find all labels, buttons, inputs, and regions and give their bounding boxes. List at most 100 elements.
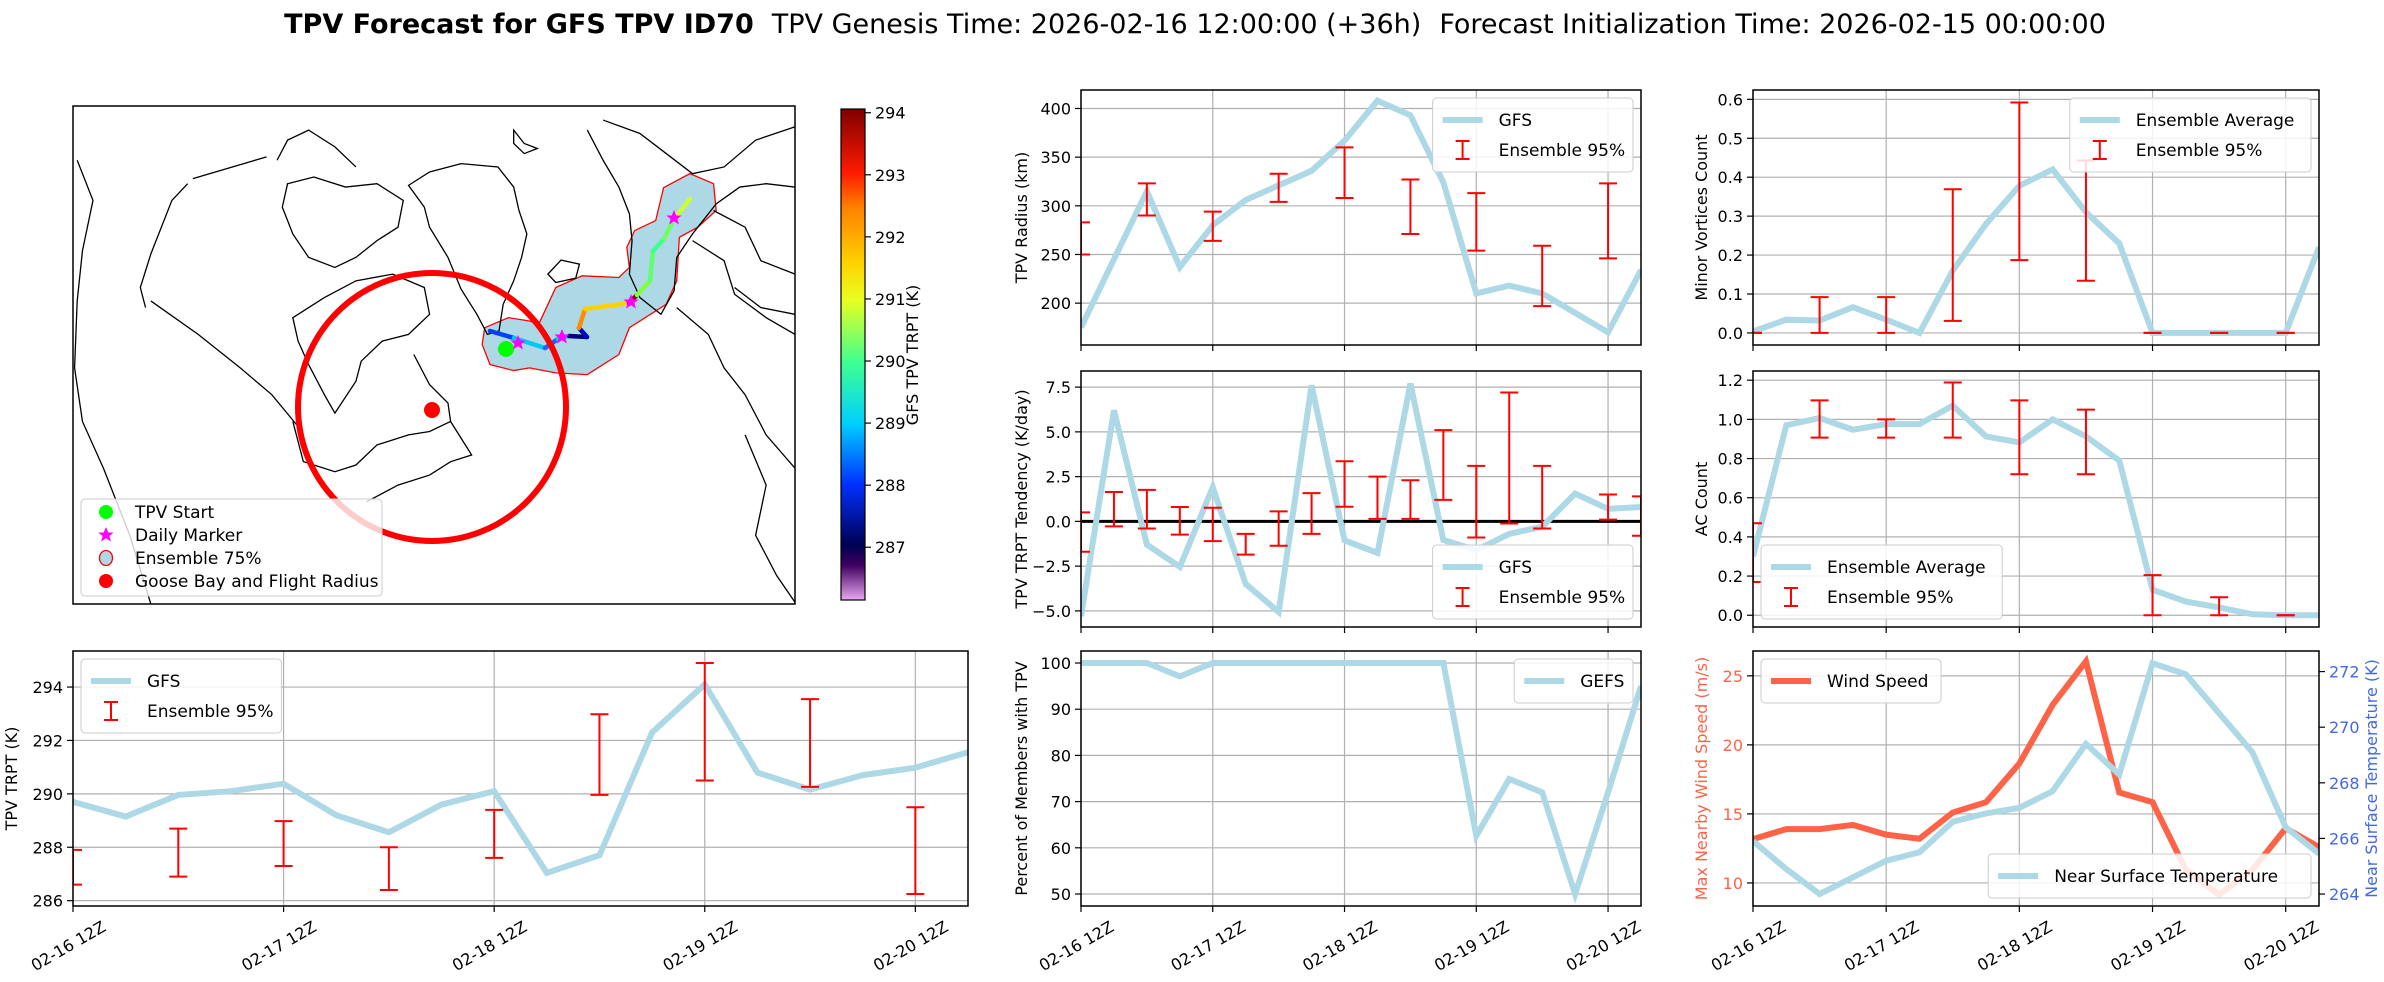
errorbar [906, 806, 925, 895]
y-tick-label: 0.5 [1718, 129, 1743, 148]
y-right-axis-label: Near Surface Temperature (K) [2362, 659, 2381, 898]
errorbar [1632, 495, 1641, 537]
errorbar [1302, 492, 1321, 535]
legend-label: GEFS [1580, 672, 1624, 692]
daily-marker-star [623, 294, 639, 309]
errorbar [1533, 244, 1552, 308]
legend-label: GFS [147, 672, 180, 692]
y-tick-label: 0.2 [1718, 246, 1743, 265]
legend-label: Near Surface Temperature [2054, 867, 2278, 887]
y-tick-label: 0.6 [1718, 90, 1743, 109]
plot-area [1081, 382, 1641, 618]
errorbar [1401, 479, 1420, 520]
series-line-1 [1081, 382, 1641, 618]
errorbar [1368, 475, 1387, 520]
grid [1752, 371, 2319, 627]
x-tick-label: 02-16 12Z [1708, 917, 1789, 975]
errorbar [1236, 532, 1255, 556]
chart-trpt: 02-16 12Z 02-17 12Z 02-18 12Z 02-19 12Z 02-2… [2, 650, 969, 975]
y-tick-label: 300 [1040, 197, 1071, 216]
errorbar [1137, 182, 1156, 217]
legend-label: GFS [1499, 558, 1532, 578]
chart-tendency: −5.0 −2.5 0.0 2.5 5.0 7.5 TPV TRPT Tendency (K… [1012, 370, 1642, 633]
series-line-2 [1753, 659, 2319, 898]
errorbar [1753, 522, 1762, 583]
x-tick-label: 02-16 12Z [1036, 917, 1117, 975]
errorbar [1810, 399, 1829, 439]
axes-frame [1080, 650, 1642, 907]
axes-frame [1080, 370, 1642, 628]
y-tick-label: 0.4 [1718, 528, 1743, 547]
legend-label: Wind Speed [1827, 672, 1928, 692]
series-line-1 [1753, 401, 2319, 619]
legend-label: Ensemble 95% [2136, 141, 2263, 161]
colorbar-tick-label: 292 [875, 228, 906, 247]
y-tick-label: 50 [1051, 885, 1071, 904]
y-tick-label: 90 [1051, 700, 1071, 719]
y-tick-label: 10 [1723, 874, 1743, 893]
y-axis-label: Percent of Members with TPV [1012, 661, 1031, 895]
plot-area [73, 662, 968, 895]
legend-frame [1513, 658, 1634, 704]
legend: GFS Ensemble 95% [80, 658, 282, 734]
errorbar [1467, 192, 1486, 252]
x-tick-label: 02-17 12Z [1841, 917, 1922, 975]
errorbar [73, 848, 82, 886]
errorbar [1203, 506, 1222, 543]
errorbar [1081, 221, 1090, 256]
colorbar-tick-label: 291 [875, 290, 906, 309]
y-tick-label: 15 [1723, 805, 1743, 824]
legend-daily-marker: Daily Marker [135, 526, 242, 546]
x-tick-label: 02-19 12Z [659, 917, 740, 975]
legend: GEFS [1513, 658, 1634, 704]
goose-bay-marker [424, 402, 440, 418]
legend: Ensemble Average Ensemble 95% [2069, 97, 2312, 173]
colorbar-ticks: 287 288 289 290 291 292 293 294 [865, 104, 906, 557]
y-right-tick-label: 266 [2329, 829, 2360, 848]
legend-frame [1432, 97, 1634, 173]
y-tick-label: 290 [32, 785, 63, 804]
errorbar [590, 713, 609, 796]
y-tick-label: 200 [1040, 294, 1071, 313]
axes-frame [1752, 89, 2320, 346]
errorbar [2010, 399, 2029, 476]
daily-marker-star [554, 329, 570, 344]
daily-marker-star [666, 210, 682, 225]
legend-errorbar-swatch [2092, 140, 2107, 160]
map-legend: TPV Start Daily Marker Ensemble 75% Goos… [80, 498, 383, 597]
errorbar [2076, 408, 2095, 476]
red-dot-icon [99, 574, 113, 588]
y-axis-label: TPV TRPT (K) [2, 727, 21, 832]
errorbar [1943, 188, 1962, 322]
y-tick-label: 0.3 [1718, 207, 1743, 226]
chart-ac-count: 0.0 0.2 0.4 0.6 0.8 1.0 1.2 AC Count Ensemble Av… [1692, 370, 2320, 633]
axes-frame [1752, 650, 2320, 907]
axes-frame [72, 650, 969, 907]
series-line-1 [1753, 165, 2319, 337]
y-tick-label: 400 [1040, 99, 1071, 118]
x-tick-label: 02-20 12Z [2240, 917, 2321, 975]
errorbar [1467, 464, 1486, 539]
errorbar [1269, 510, 1288, 547]
axes-frame [1080, 89, 1642, 346]
y-axis-label: TPV Radius (km) [1012, 152, 1031, 285]
legend: GFS Ensemble 95% [1432, 544, 1634, 620]
colorbar-tick-label: 289 [875, 414, 906, 433]
legend-frame [1987, 853, 2312, 899]
y-tick-label: 0.1 [1718, 285, 1743, 304]
errorbar [1335, 460, 1354, 508]
y-tick-label: 80 [1051, 746, 1071, 765]
x-tick-label: 02-17 12Z [238, 917, 319, 975]
colorbar [840, 108, 866, 601]
y-tick-label: 288 [32, 838, 63, 857]
y-tick-label: 0.4 [1718, 168, 1743, 187]
errorbar [1203, 210, 1222, 242]
y-tick-label: 1.0 [1718, 410, 1743, 429]
y-axis-label: TPV TRPT Tendency (K/day) [1012, 389, 1031, 609]
chart-radius: 200 250 300 350 400 TPV Radius (km) GFS Ensembl… [1012, 89, 1642, 351]
y-right-tick-label: 272 [2329, 663, 2360, 682]
y-tick-label: 20 [1723, 736, 1743, 755]
errorbar [1877, 296, 1896, 334]
flight-radius-circle [295, 270, 569, 544]
y-tick-label: 350 [1040, 148, 1071, 167]
